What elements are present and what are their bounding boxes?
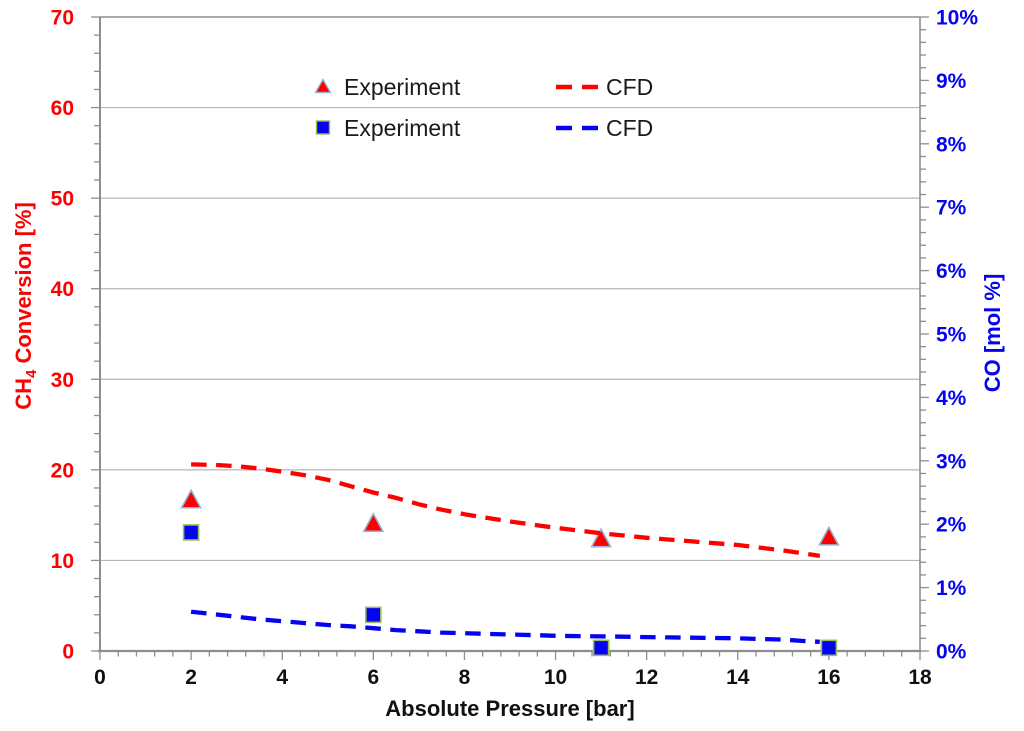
x-tick-label: 12 (635, 666, 658, 689)
x-tick-label: 2 (185, 666, 197, 689)
ch4-experiment-point (818, 525, 840, 546)
co-experiment-point (365, 606, 382, 624)
y-left-tick-label: 0 (62, 641, 74, 664)
y-left-tick-label: 70 (51, 7, 74, 30)
x-tick-label: 0 (94, 666, 106, 689)
legend-triangle-icon (314, 78, 332, 94)
y-right-tick-label: 10% (936, 7, 978, 30)
legend-square-icon (315, 120, 331, 135)
gridlines (100, 106, 920, 562)
y-left-tick-label: 50 (51, 188, 74, 211)
co-experiment-point (820, 639, 838, 657)
y-left-axis-title: CH4 Conversion [%] (11, 202, 40, 410)
ch4-experiment-point (362, 512, 385, 533)
legend: Experiment CFD Experiment CFD (314, 74, 653, 141)
y-right-tick-label: 6% (936, 260, 967, 283)
x-tick-label: 10 (544, 666, 567, 689)
y-right-tick-label: 1% (936, 577, 967, 600)
y-right-tick-label: 5% (936, 324, 967, 347)
x-tick-label: 8 (459, 666, 471, 689)
y-right-tick-label: 3% (936, 450, 967, 473)
y-left-tick-label: 30 (51, 369, 74, 392)
legend-label-experiment-ch4: Experiment (344, 74, 461, 100)
y-right-tick-label: 4% (936, 387, 967, 410)
y-right-tick-label: 2% (936, 514, 967, 537)
plot-area: 0 2 4 6 8 10 12 14 16 18 0 10 20 30 40 50 60 70 0% 1% 2% 3% 4%… (51, 7, 979, 690)
x-tick-label: 18 (908, 666, 932, 689)
y-right-tick-label: 7% (936, 197, 967, 220)
tick-labels: 0 2 4 6 8 10 12 14 16 18 0 10 20 30 40 50 60 70 0% 1% 2% 3% 4%… (51, 7, 979, 690)
co-experiment-point (592, 639, 610, 657)
y-left-tick-label: 60 (51, 97, 74, 120)
legend-label-cfd-co: CFD (606, 115, 653, 141)
x-axis-title: Absolute Pressure [bar] (385, 696, 634, 721)
series (180, 462, 840, 657)
legend-label-cfd-ch4: CFD (606, 74, 653, 100)
y-left-tick-label: 20 (51, 459, 74, 482)
y-right-tick-label: 8% (936, 133, 967, 156)
x-tick-label: 14 (726, 666, 750, 689)
y-left-tick-label: 10 (51, 550, 74, 573)
legend-label-experiment-co: Experiment (344, 115, 461, 141)
x-tick-label: 4 (276, 666, 288, 689)
y-right-tick-label: 9% (936, 70, 967, 93)
co-experiment-point (182, 524, 200, 541)
y-left-tick-label: 40 (51, 278, 74, 301)
axes (98, 16, 921, 653)
ch4-cfd-line (191, 462, 821, 559)
x-tick-label: 16 (817, 666, 840, 689)
ch4-experiment-point (590, 527, 612, 548)
ch4-experiment-point (180, 488, 202, 509)
x-tick-label: 6 (367, 666, 379, 689)
y-right-tick-label: 0% (936, 641, 967, 664)
legend-markers (314, 78, 604, 135)
ticks (91, 16, 929, 660)
y-right-axis-title: CO [mol %] (980, 274, 1005, 393)
co-cfd-line (190, 609, 820, 644)
